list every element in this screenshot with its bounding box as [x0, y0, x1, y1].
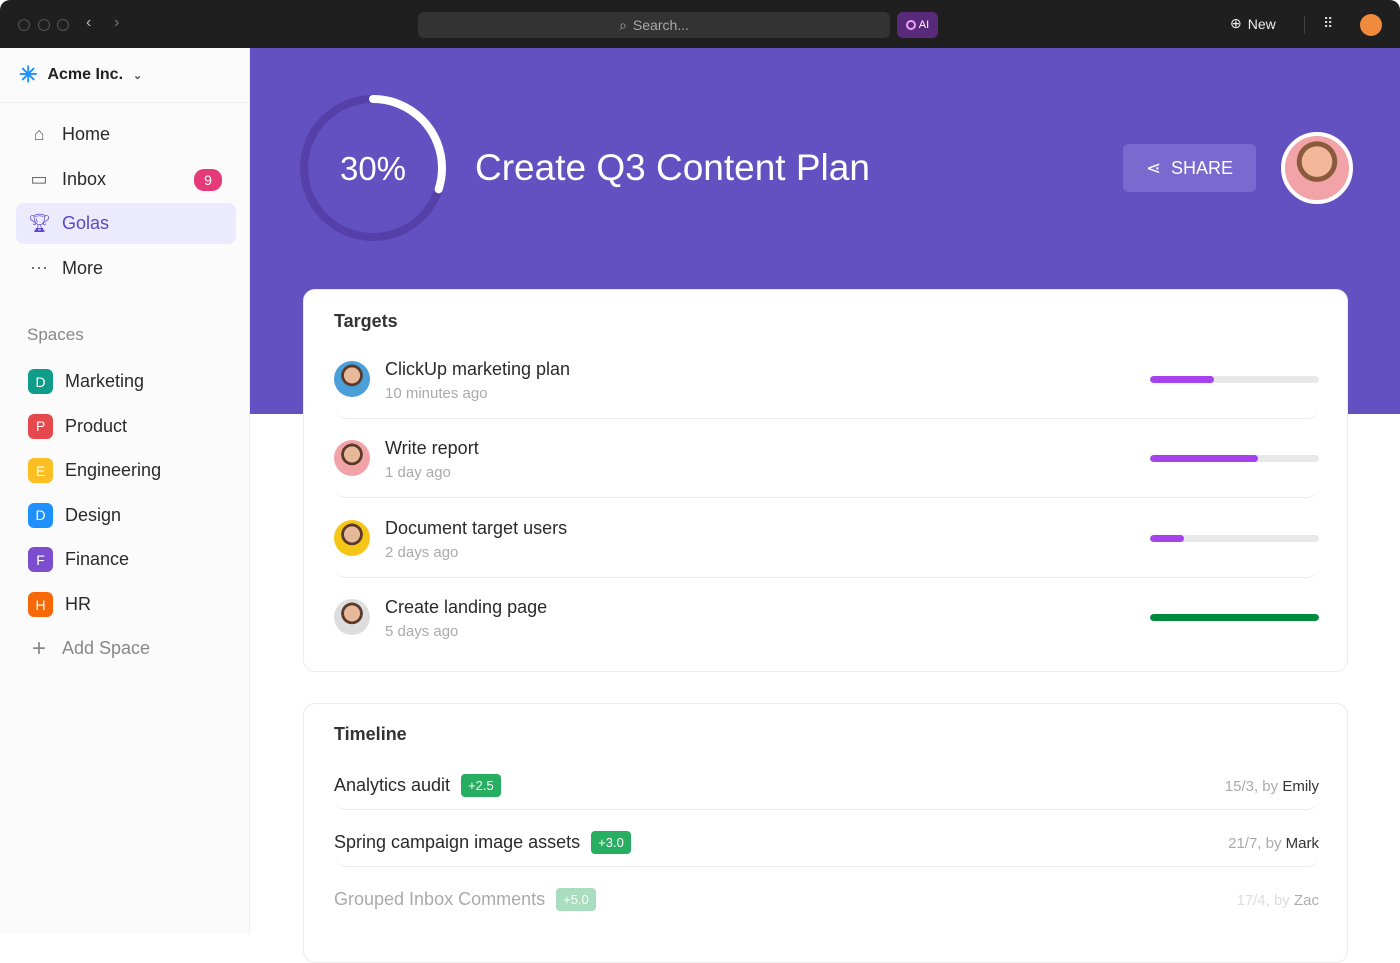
goal-progress-ring — [300, 95, 446, 241]
window-maximize-button[interactable] — [57, 19, 69, 31]
timeline-row[interactable]: Spring campaign image assets +3.0 21/7, b… — [334, 823, 1319, 867]
sidebar-space-item[interactable]: D Marketing — [16, 361, 236, 402]
target-progress-bar — [1150, 534, 1319, 542]
apps-grid-icon[interactable]: ⠿ — [1323, 15, 1334, 31]
forward-icon[interactable]: › — [114, 14, 120, 31]
sidebar-item-more[interactable]: ⋯ More — [30, 258, 104, 278]
targets-card: Targets ClickUp marketing plan 10 minute… — [303, 289, 1348, 672]
target-progress-bar — [1150, 613, 1319, 621]
plus-icon: + — [31, 634, 46, 662]
goal-progress-label: 30% — [339, 150, 407, 187]
user-avatar[interactable] — [1360, 14, 1382, 36]
assignee-avatar — [334, 361, 370, 397]
targets-heading: Targets — [334, 311, 398, 331]
inbox-count-badge: 9 — [194, 169, 222, 191]
target-progress-fill — [1150, 376, 1215, 383]
sidebar-space-item[interactable]: P Product — [16, 406, 236, 447]
plus-circle-icon: ⊕ — [1230, 15, 1242, 31]
search-icon: ⌕ — [619, 16, 627, 33]
timeline-row[interactable]: Analytics audit +2.5 15/3, by Emily — [334, 766, 1319, 810]
spaces-heading: Spaces — [27, 325, 84, 344]
score-tag: +5.0 — [556, 888, 596, 911]
target-progress-bar — [1150, 455, 1319, 463]
share-button[interactable]: ⋖ SHARE — [1123, 144, 1256, 192]
target-progress-fill — [1150, 455, 1259, 463]
target-row[interactable]: Document target users 2 days ago — [334, 508, 1319, 578]
target-row[interactable]: ClickUp marketing plan 10 minutes ago — [334, 349, 1319, 419]
sidebar-space-item[interactable]: H HR — [16, 584, 236, 625]
score-tag: +2.5 — [461, 774, 501, 797]
sidebar-item-home[interactable]: ⌂ Home — [16, 114, 236, 155]
window-minimize-button[interactable] — [38, 19, 50, 31]
score-tag: +3.0 — [591, 831, 631, 854]
ai-button[interactable]: AI — [897, 12, 938, 38]
search-input[interactable]: ⌕ Search... — [418, 12, 890, 38]
home-icon: ⌂ — [33, 124, 45, 144]
space-icon: D — [28, 369, 53, 394]
divider — [1304, 16, 1305, 34]
space-icon: H — [28, 592, 53, 617]
workspace-switcher[interactable]: ✳ Acme Inc. ⌄ — [0, 48, 249, 103]
target-progress-bar — [1150, 376, 1319, 383]
sidebar-space-item[interactable]: E Engineering — [16, 450, 236, 491]
ai-icon — [905, 20, 916, 30]
sidebar-item-inbox[interactable]: ▭ Inbox 9 — [16, 159, 236, 200]
progress-ring-fill — [300, 95, 446, 241]
timeline-row[interactable]: Grouped Inbox Comments +5.0 17/4, by Zac — [334, 888, 1319, 911]
new-button[interactable]: ⊕ New — [1230, 15, 1276, 32]
sidebar-space-item[interactable]: D Design — [16, 495, 236, 536]
space-icon: D — [28, 502, 53, 528]
clickup-logo-icon: ✳ — [19, 62, 38, 87]
sidebar: ✳ Acme Inc. ⌄ ⌂ Home ▭ Inbox 9 🏆︎ Golas ⋯ Mor… — [0, 48, 250, 934]
chevron-down-icon: ⌄ — [133, 69, 143, 82]
target-progress-fill — [1150, 613, 1319, 621]
space-icon: P — [28, 413, 53, 439]
back-icon[interactable]: ‹ — [86, 14, 92, 31]
timeline-card: Timeline Analytics audit +2.5 15/3, by Em… — [303, 703, 1348, 963]
timeline-heading: Timeline — [334, 724, 407, 744]
title-bar: ‹ › ⌕ Search... AI ⊕ New ⠿ — [0, 0, 1400, 48]
trophy-icon: 🏆︎ — [28, 213, 51, 233]
goal-owner-avatar[interactable] — [1281, 132, 1353, 204]
space-icon: F — [28, 547, 53, 573]
window-close-button[interactable] — [18, 19, 30, 31]
goal-title: Create Q3 Content Plan — [475, 147, 870, 188]
sidebar-item-goals[interactable]: 🏆︎ Golas — [16, 203, 236, 244]
share-icon: ⋖ — [1145, 157, 1162, 178]
assignee-avatar — [334, 519, 370, 556]
sidebar-space-item[interactable]: F Finance — [16, 539, 236, 580]
inbox-icon: ▭ — [30, 169, 48, 189]
add-space-button[interactable]: + Add Space — [16, 628, 236, 669]
target-row[interactable]: Create landing page 5 days ago — [334, 587, 1319, 657]
assignee-avatar — [334, 598, 370, 635]
target-progress-fill — [1150, 534, 1184, 542]
more-icon: ⋯ — [30, 258, 48, 278]
space-icon: E — [28, 458, 53, 484]
target-row[interactable]: Write report 1 day ago — [334, 428, 1319, 499]
assignee-avatar — [334, 440, 370, 477]
